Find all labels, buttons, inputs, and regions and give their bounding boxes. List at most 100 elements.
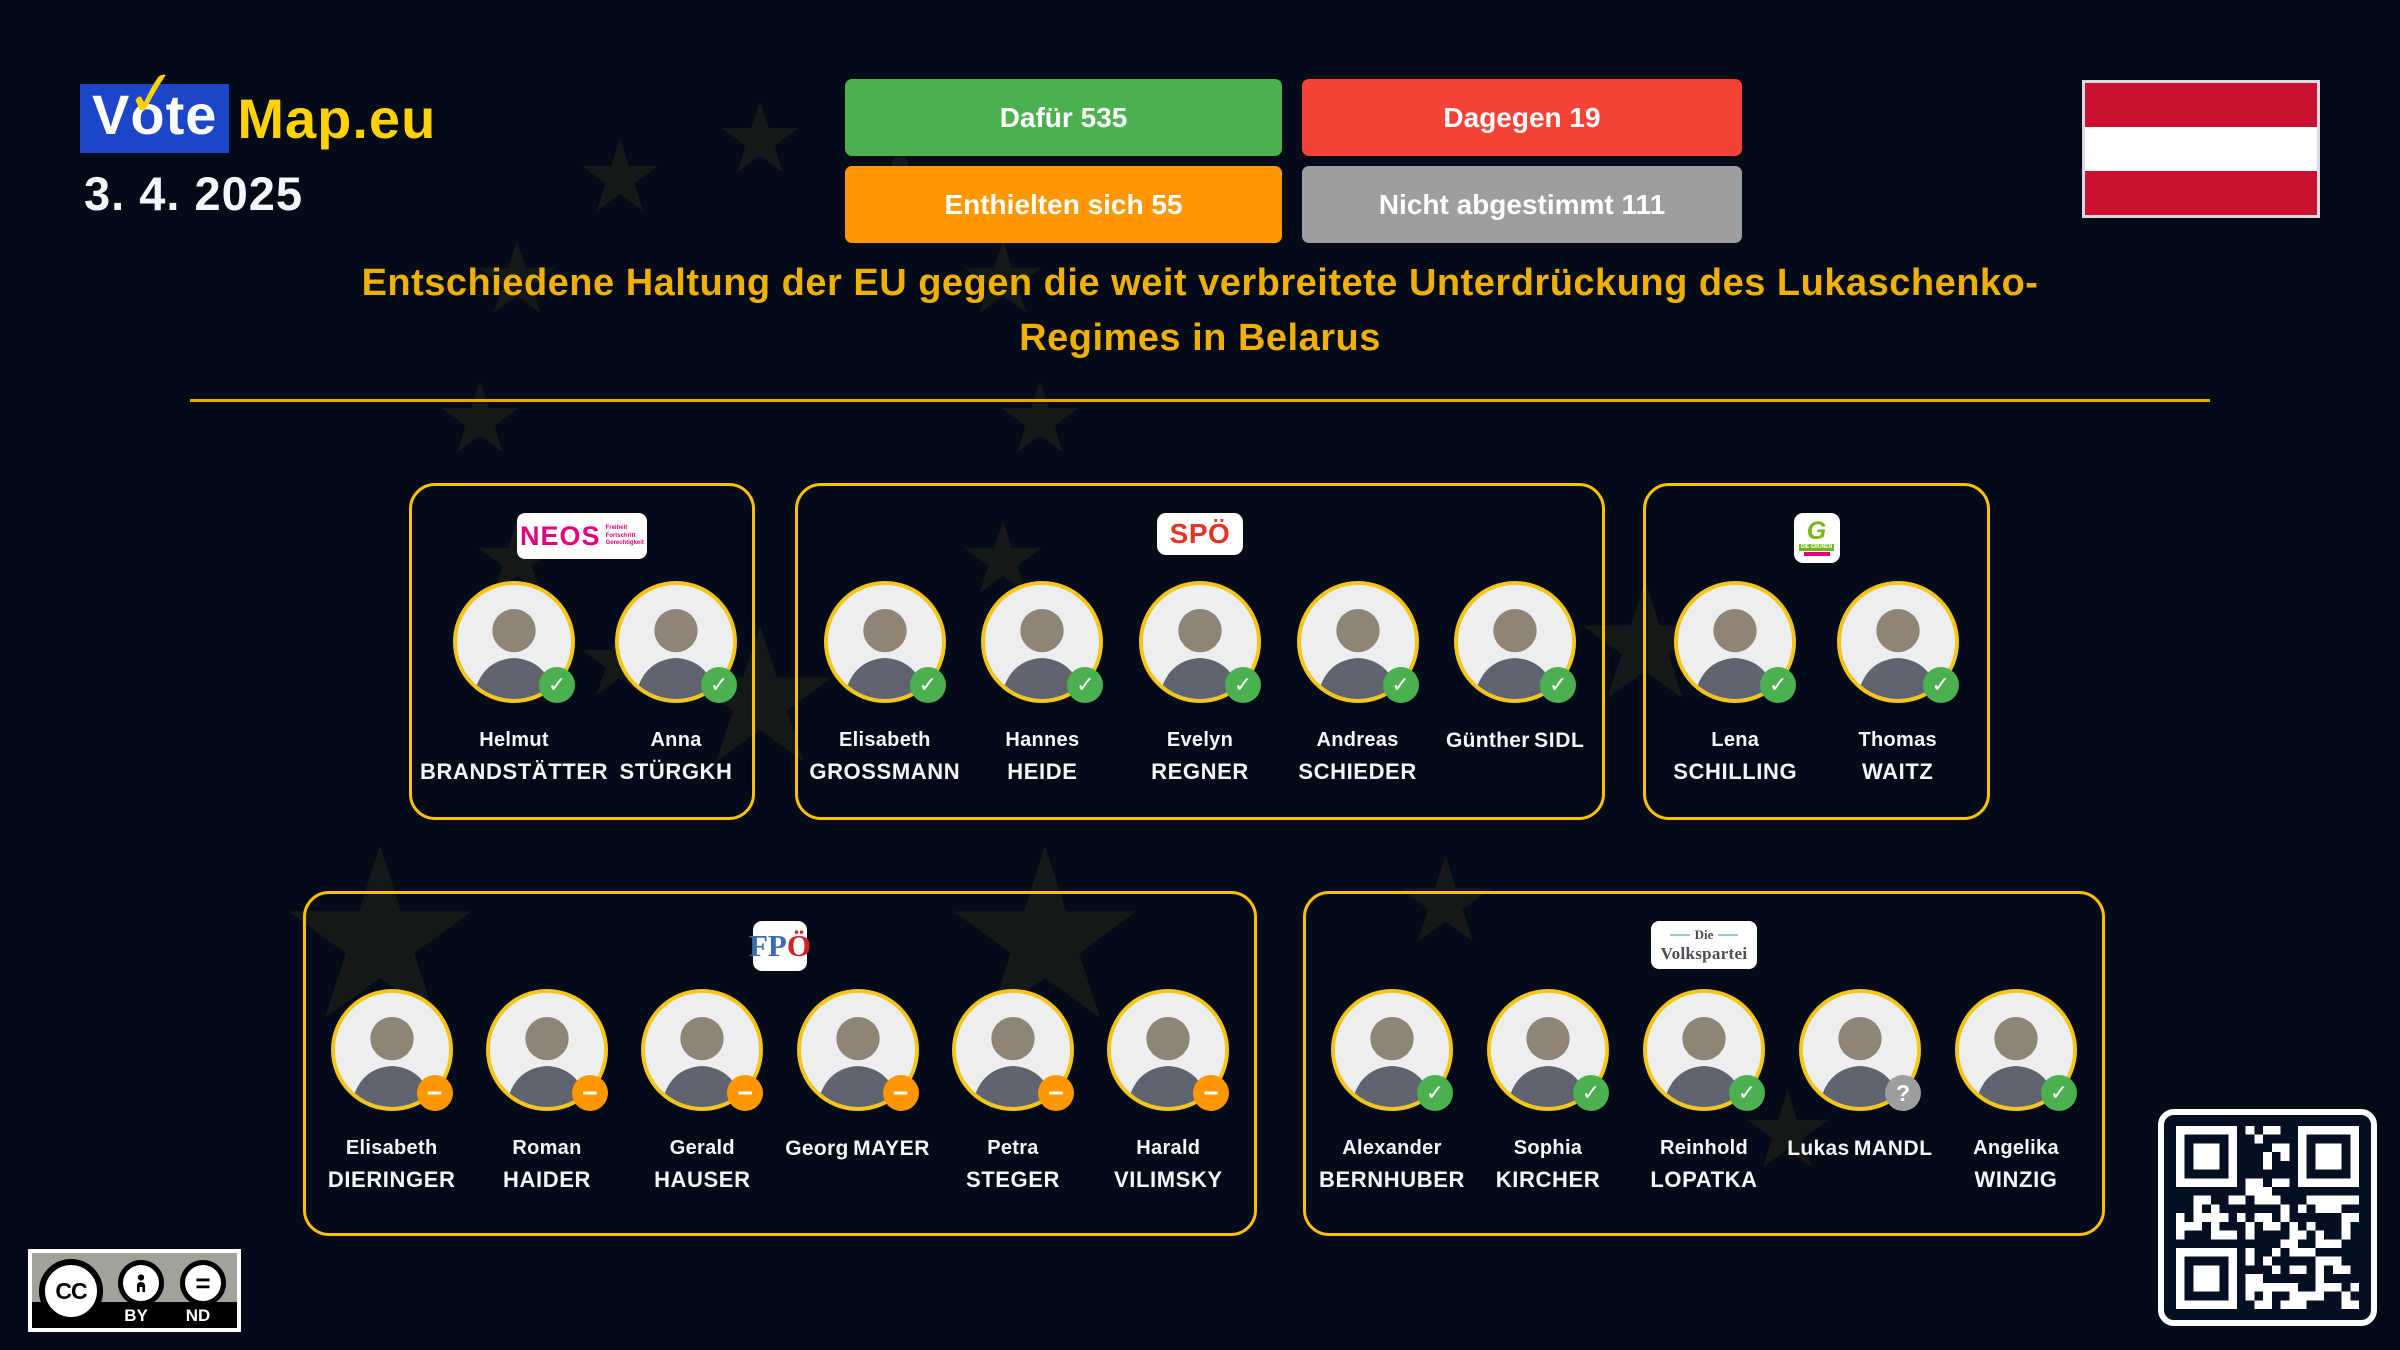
- member-first-name: Georg: [785, 1137, 849, 1160]
- member-photo: ✓: [1487, 989, 1609, 1111]
- member-name: Hannes HEIDE: [964, 729, 1122, 785]
- vote-for-badge: ✓: [1382, 667, 1419, 703]
- vote-for-badge: ✓: [1760, 667, 1797, 703]
- member-name: Evelyn REGNER: [1121, 729, 1279, 785]
- member-last-name: WAITZ: [1862, 759, 1934, 784]
- flag-stripe: [2085, 171, 2317, 215]
- member-card: ✓ Günther SIDL: [1436, 581, 1594, 785]
- votemap-logo: Vo ✓ te Map.eu: [80, 57, 437, 153]
- vote-abstain-badge: −: [416, 1075, 453, 1111]
- member-name: Günther SIDL: [1436, 729, 1594, 753]
- vote-abstain-badge: −: [882, 1075, 919, 1111]
- map-eu-wordmark: Map.eu: [237, 86, 437, 150]
- member-photo: −: [796, 989, 919, 1111]
- member-name: Lukas MANDL: [1782, 1137, 1938, 1161]
- member-last-name: VILIMSKY: [1113, 1167, 1223, 1192]
- member-first-name: Thomas: [1858, 729, 1937, 751]
- member-first-name: Helmut: [479, 729, 549, 751]
- members-row: ✓ Lena SCHILLING ✓ Thomas WAITZ: [1654, 581, 1979, 785]
- party-box-neos: NEOS Freiheit Fortschritt Gerechtigkeit …: [409, 483, 755, 820]
- member-photo: −: [1107, 989, 1230, 1111]
- vote-for-badge: ✓: [1729, 1075, 1765, 1111]
- eu-star-icon: [581, 138, 659, 211]
- member-name: Elisabeth GROSSMANN: [806, 729, 964, 785]
- neos-logo: NEOS Freiheit Fortschritt Gerechtigkeit: [517, 513, 647, 559]
- logo-letter-o: o ✓: [123, 57, 183, 145]
- vote-for-badge: ✓: [539, 667, 576, 703]
- member-card: − Elisabeth DIERINGER: [314, 989, 469, 1193]
- spo-logo-text: SPÖ: [1169, 518, 1231, 549]
- result-against-button[interactable]: Dagegen 19: [1302, 79, 1742, 156]
- member-photo: ✓: [981, 581, 1104, 703]
- fpo-logo-o: Ö: [786, 928, 811, 963]
- members-row: − Elisabeth DIERINGER − Roman HAIDER − Ger…: [314, 989, 1246, 1193]
- member-photo: ✓: [823, 581, 946, 703]
- neos-logo-tagline: Freiheit Fortschritt Gerechtigkeit: [605, 524, 644, 547]
- member-card: ✓ Evelyn REGNER: [1121, 581, 1279, 785]
- eu-star-icon: [721, 100, 799, 173]
- member-last-name: BRANDSTÄTTER: [420, 759, 609, 784]
- vote-for-badge: ✓: [1224, 667, 1261, 703]
- result-abstain-button[interactable]: Enthielten sich 55: [845, 166, 1282, 243]
- vote-for-badge: ✓: [1540, 667, 1577, 703]
- vote-abstain-badge: −: [727, 1075, 764, 1111]
- member-photo: −: [485, 989, 608, 1111]
- neos-logo-text: NEOS: [520, 520, 601, 551]
- member-last-name: BERNHUBER: [1319, 1167, 1465, 1192]
- member-card: − Georg MAYER: [780, 989, 935, 1193]
- logo-dash: [1669, 933, 1690, 936]
- members-row: ✓ Helmut BRANDSTÄTTER ✓ Anna STÜRGKH: [420, 581, 744, 785]
- vote-abstain-badge: −: [1193, 1075, 1230, 1111]
- page-title-line2: Regimes in Belarus: [1019, 317, 1381, 360]
- member-last-name: MANDL: [1853, 1137, 1933, 1160]
- member-last-name: STÜRGKH: [619, 759, 733, 784]
- member-name: Elisabeth DIERINGER: [314, 1137, 469, 1193]
- member-photo: ✓: [1643, 989, 1765, 1111]
- member-photo: ✓: [1674, 581, 1797, 703]
- member-last-name: HAIDER: [503, 1167, 591, 1192]
- result-novote-button[interactable]: Nicht abgestimmt 111: [1302, 166, 1742, 243]
- qr-code-pattern: [2176, 1126, 2359, 1309]
- members-row: ✓ Alexander BERNHUBER ✓ Sophia KIRCHER ✓ R…: [1314, 989, 2094, 1193]
- member-first-name: Lukas: [1787, 1137, 1850, 1160]
- member-last-name: LOPATKA: [1650, 1167, 1758, 1192]
- vote-for-badge: ✓: [2041, 1075, 2077, 1111]
- vote-abstain-badge: −: [571, 1075, 608, 1111]
- page-title: Entschiedene Haltung der EU gegen die we…: [0, 256, 2400, 366]
- cc-license-inner: CC = BY ND: [32, 1253, 237, 1328]
- members-row: ✓ Elisabeth GROSSMANN ✓ Hannes HEIDE ✓ Eve…: [806, 581, 1594, 785]
- fpo-logo: FP Ö: [749, 921, 811, 971]
- cc-nd-label: ND: [185, 1306, 211, 1325]
- member-first-name: Günther: [1445, 729, 1530, 752]
- member-card: ? Lukas MANDL: [1782, 989, 1938, 1193]
- member-first-name: Hannes: [1005, 729, 1080, 751]
- flag-stripe: [2085, 127, 2317, 171]
- logo-letter: te: [165, 83, 218, 146]
- party-box-spo: SPÖ ✓ Elisabeth GROSSMANN ✓ Hannes HEIDE ✓…: [795, 483, 1605, 820]
- gruene-logo-g: G: [1806, 517, 1827, 546]
- member-card: − Harald VILIMSKY: [1091, 989, 1246, 1193]
- member-photo: ✓: [1955, 989, 2077, 1111]
- member-first-name: Elisabeth: [838, 729, 931, 751]
- member-card: ✓ Alexander BERNHUBER: [1314, 989, 1470, 1193]
- member-card: ✓ Angelika WINZIG: [1938, 989, 2094, 1193]
- member-name: Thomas WAITZ: [1817, 729, 1980, 785]
- member-card: ✓ Andreas SCHIEDER: [1279, 581, 1437, 785]
- member-first-name: Reinhold: [1660, 1137, 1748, 1159]
- austria-flag: [2082, 80, 2320, 218]
- spo-logo: SPÖ: [1157, 513, 1243, 555]
- member-last-name: WINZIG: [1974, 1167, 2058, 1192]
- member-last-name: HEIDE: [1007, 759, 1078, 784]
- page-title-line1: Entschiedene Haltung der EU gegen die we…: [361, 262, 2039, 304]
- eu-star-icon: [1001, 380, 1079, 453]
- member-last-name: STEGER: [965, 1167, 1060, 1192]
- flag-stripe: [2085, 83, 2317, 127]
- member-card: − Roman HAIDER: [469, 989, 624, 1193]
- member-last-name: SIDL: [1534, 729, 1585, 752]
- vote-for-badge: ✓: [701, 667, 738, 703]
- member-name: Harald VILIMSKY: [1091, 1137, 1246, 1193]
- cc-nd-icon: =: [180, 1260, 226, 1306]
- member-first-name: Angelika: [1973, 1137, 2059, 1159]
- result-for-button[interactable]: Dafür 535: [845, 79, 1282, 156]
- member-card: ✓ Reinhold LOPATKA: [1626, 989, 1782, 1193]
